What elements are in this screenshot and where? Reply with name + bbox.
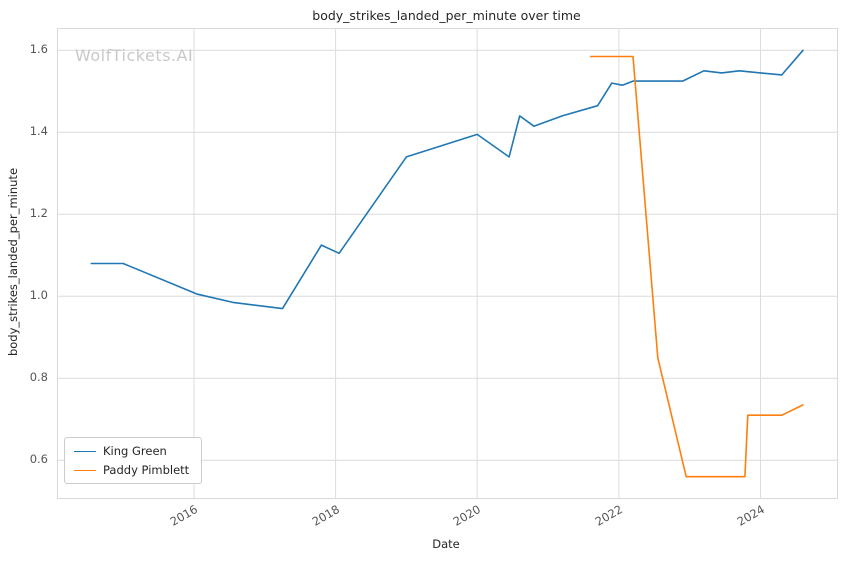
legend-label-paddy-pimblett: Paddy Pimblett — [103, 463, 190, 477]
y-tick-label: 0.6 — [29, 452, 48, 467]
watermark: WolfTickets.AI — [75, 46, 194, 65]
y-axis-label: body_strikes_landed_per_minute — [6, 167, 20, 357]
x-tick-label: 2024 — [734, 502, 767, 529]
x-tick-label: 2020 — [450, 502, 484, 529]
x-tick-label: 2016 — [167, 502, 200, 529]
plot-area — [57, 28, 838, 499]
y-tick-label: 1.4 — [29, 124, 48, 139]
y-tick-label: 1.2 — [29, 206, 48, 221]
legend-line-paddy-pimblett — [74, 469, 96, 471]
legend-line-king-green — [74, 450, 96, 452]
legend-item-paddy-pimblett: Paddy Pimblett — [74, 463, 189, 477]
y-tick-label: 1.6 — [29, 42, 48, 57]
y-tick-label: 1.0 — [29, 288, 48, 303]
x-tick-label: 2022 — [592, 502, 625, 529]
legend: King Green Paddy Pimblett — [64, 437, 203, 484]
chart-title: body_strikes_landed_per_minute over time — [312, 8, 581, 23]
legend-item-king-green: King Green — [74, 444, 189, 458]
x-tick-label: 2018 — [309, 502, 342, 529]
plot-canvas — [58, 29, 837, 498]
y-tick-label: 0.8 — [29, 370, 48, 385]
x-axis-label: Date — [432, 537, 460, 551]
legend-label-king-green: King Green — [103, 444, 167, 458]
